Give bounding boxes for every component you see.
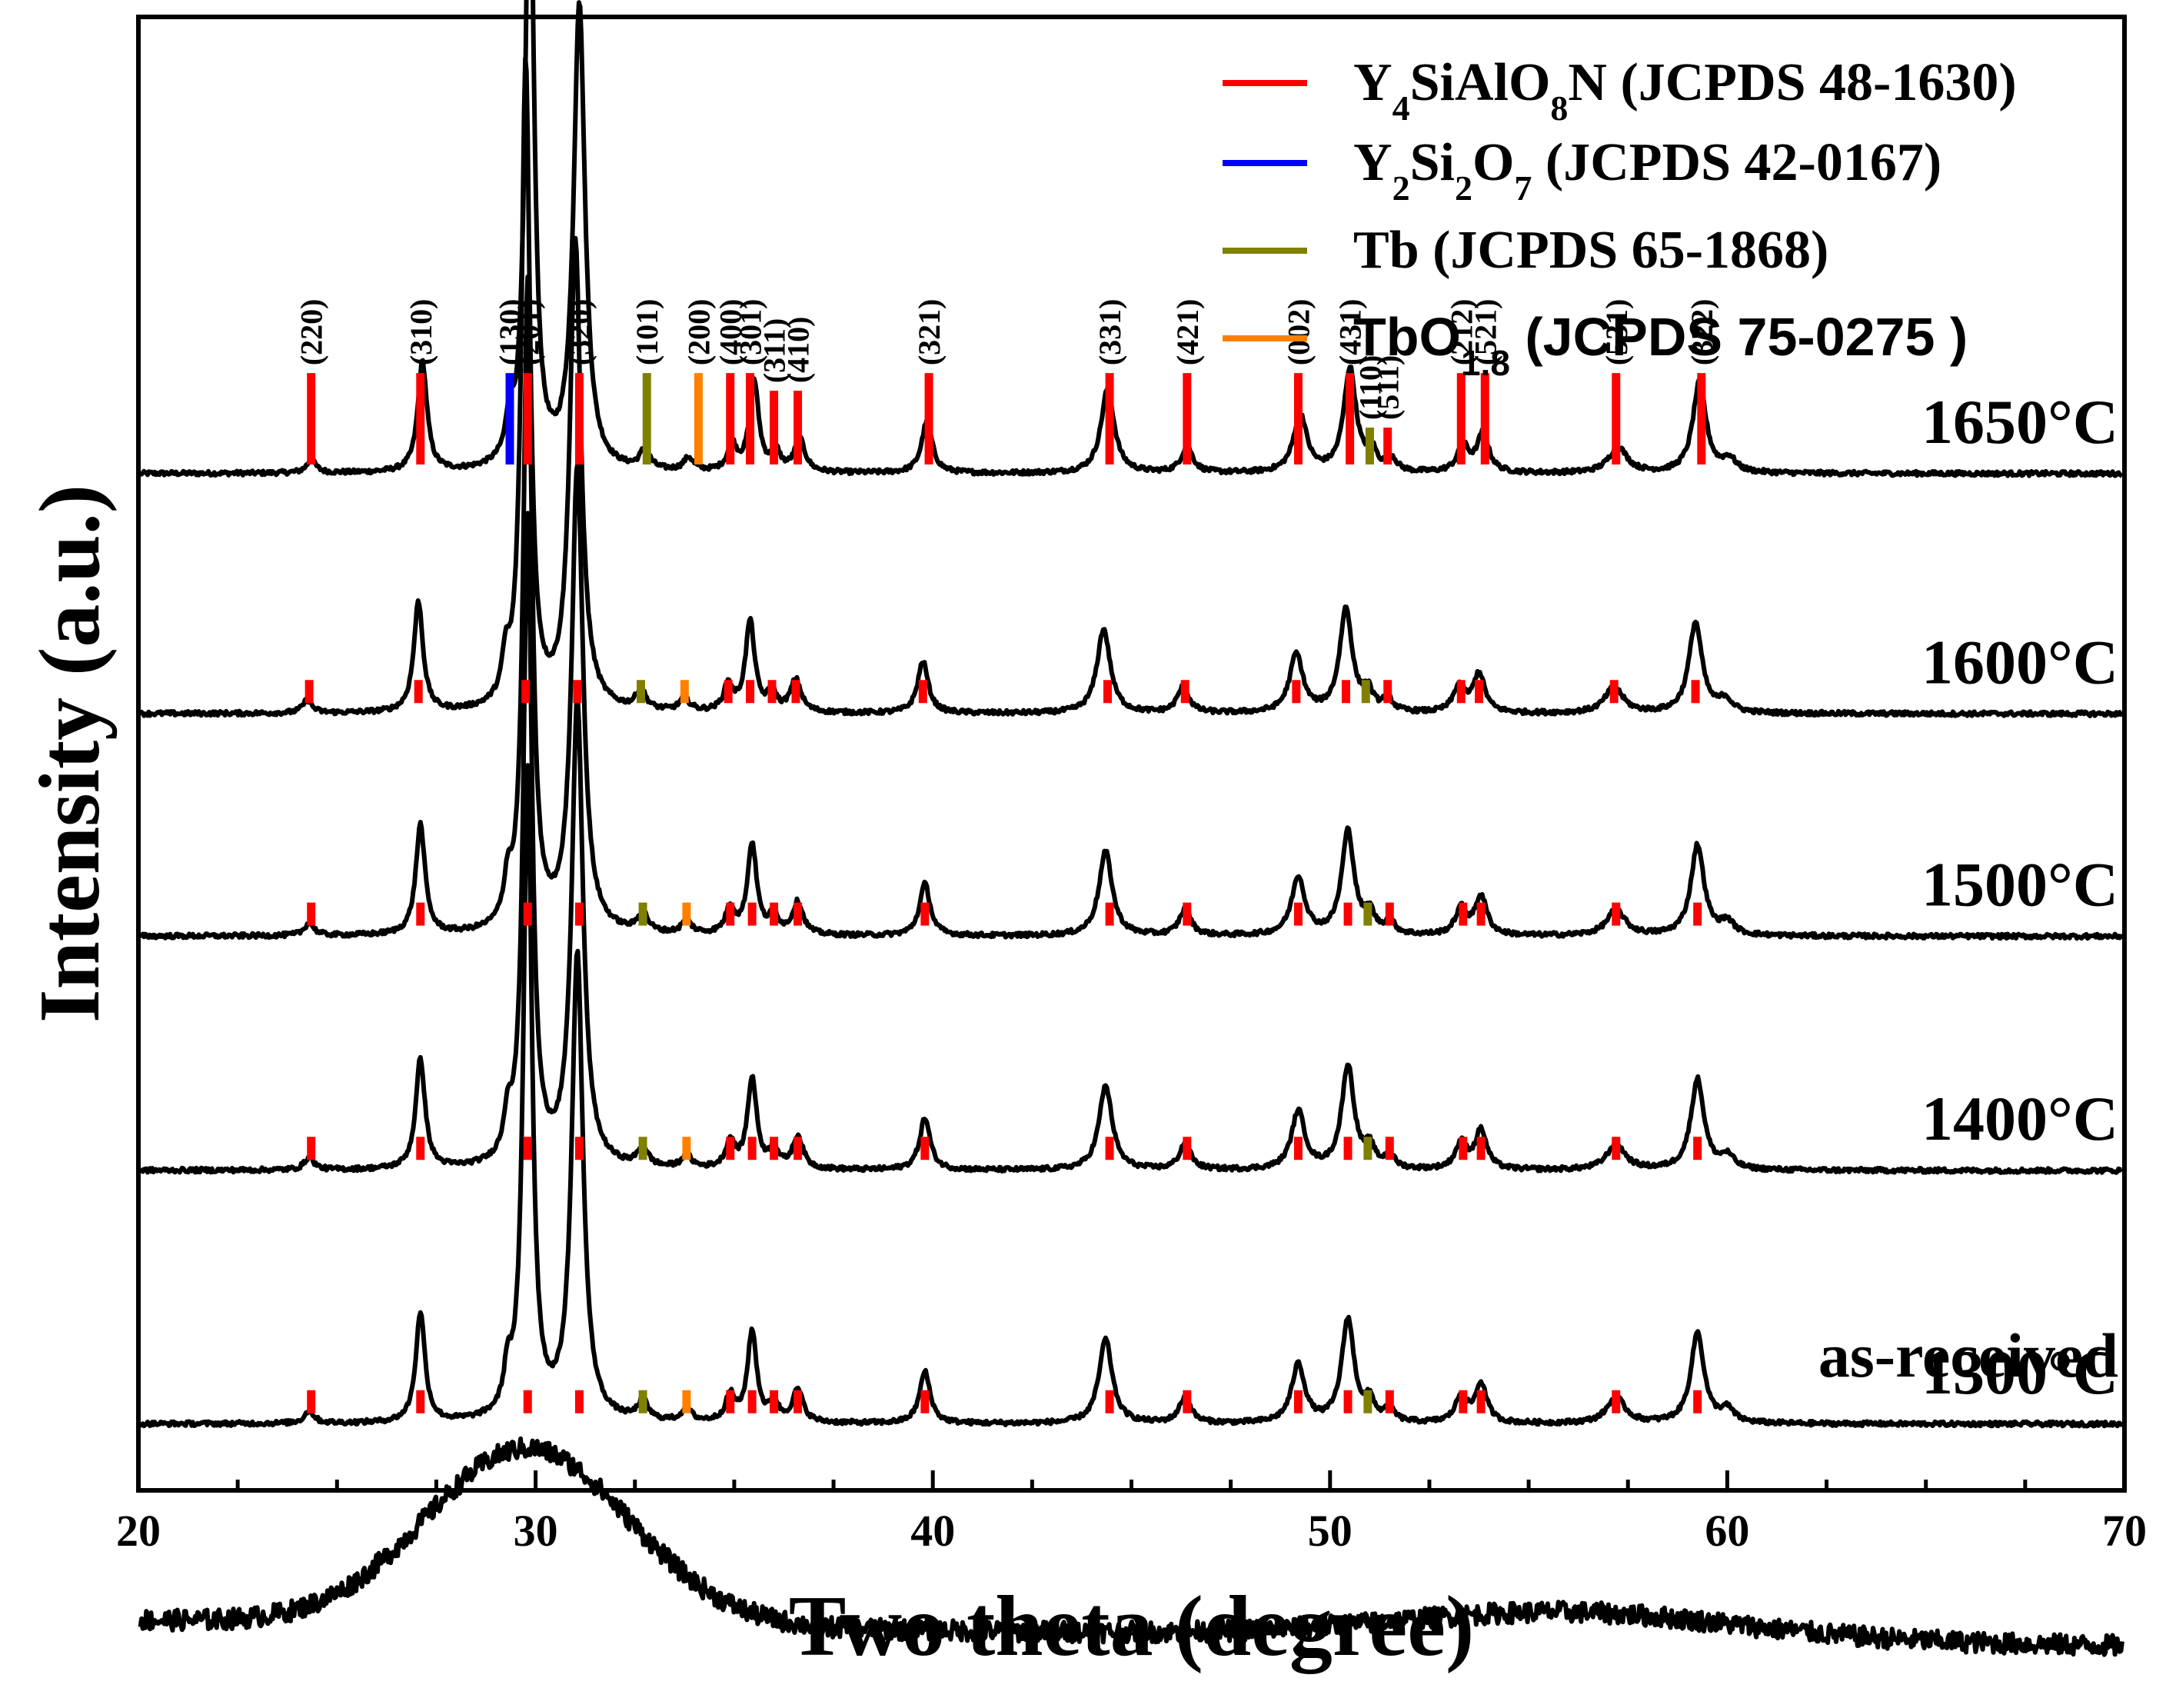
legend-entry: Y4SiAlO8N (JCPDS 48-1630) [1353, 53, 2017, 128]
legend-text-part: Si [1410, 133, 1455, 192]
legend-text-part: N (JCPDS 48-1630) [1568, 53, 2016, 112]
series-label: 1500°C [1921, 850, 2118, 920]
legend-text-part: Y [1353, 53, 1392, 112]
hkl-label: (110) [1353, 355, 1387, 420]
hkl-label: (220) [294, 299, 329, 366]
legend-text-part: (JCPDS 42-0167) [1532, 133, 1941, 192]
hkl-label: (301) [734, 299, 768, 366]
legend-text-part: 1.8 [1461, 343, 1510, 383]
series-label: 1650°C [1921, 387, 2118, 457]
legend: Y4SiAlO8N (JCPDS 48-1630)Y2Si2O7 (JCPDS … [1223, 53, 2017, 383]
hkl-label-layer: (220) (310) (130)(201) (320) (101) (200)(400)… [294, 299, 1719, 421]
hkl-label: (002) [1281, 299, 1316, 366]
hkl-label: (311) [757, 318, 792, 383]
series-label: 1600°C [1921, 627, 2118, 697]
hkl-label: (321) [912, 299, 947, 366]
xrd-trace-1300c [138, 763, 2124, 1429]
legend-text-part: 8 [1550, 88, 1568, 128]
x-axis-title: Two theta (degree) [789, 1579, 1475, 1674]
series-label: as-received [1818, 1320, 2118, 1390]
series-label: 1300°C [1921, 1337, 2118, 1407]
x-tick-label: 40 [910, 1506, 955, 1556]
hkl-label: (320) [562, 299, 597, 366]
series-label-layer: 1650°C 1600°C 1500°C 1400°C 1300°Cas-receive… [1818, 387, 2118, 1407]
legend-entry: Y2Si2O7 (JCPDS 42-0167) [1353, 133, 1941, 208]
hkl-label: (421) [1170, 299, 1205, 366]
legend-text-part: 4 [1392, 88, 1410, 128]
hkl-label: (521) [1468, 299, 1502, 366]
hkl-label: (212) [1444, 299, 1479, 366]
hkl-label: (331) [1093, 299, 1127, 366]
xrd-trace-1650c [138, 0, 2124, 478]
legend-text-part: TbO [1353, 307, 1461, 367]
hkl-label: (431) [1333, 299, 1368, 366]
hkl-label: (101) [630, 299, 664, 366]
legend-text-part: Tb (JCPDS 65-1868) [1353, 221, 1828, 280]
xrd-trace-1500c [139, 274, 2124, 941]
hkl-label: (322) [1685, 299, 1719, 366]
x-tick-label: 60 [1705, 1506, 1749, 1556]
legend-text-part: SiAlO [1410, 53, 1551, 112]
hkl-label: (511) [1371, 355, 1406, 420]
x-tick-label: 30 [514, 1506, 558, 1556]
hkl-label: (201) [511, 299, 545, 366]
trace-layer [138, 0, 2124, 1657]
hkl-label: (531) [1599, 299, 1634, 366]
hkl-label: (410) [781, 317, 816, 384]
x-tick-label: 20 [116, 1506, 161, 1556]
hkl-label: (310) [404, 299, 438, 366]
hkl-label: (130) [493, 299, 527, 366]
legend-text-part: (JCPDS 75-0275 ) [1510, 307, 1968, 367]
hkl-label: (400) [714, 299, 748, 366]
xrd-trace-1400c [139, 511, 2124, 1175]
legend-text-part: 2 [1455, 168, 1472, 208]
legend-text-part: 2 [1392, 168, 1410, 208]
xrd-trace-as-received [138, 1436, 2124, 1657]
x-tick-label: 50 [1308, 1506, 1353, 1556]
axis-tick-layer: 20 30 40 50 60 70 [116, 1470, 2147, 1556]
y-axis-title: Intensity (a.u.) [22, 484, 118, 1023]
legend-text-part: 7 [1514, 168, 1532, 208]
series-label: 1400°C [1921, 1084, 2118, 1154]
legend-text-part: Y [1353, 133, 1392, 192]
legend-text-part: O [1472, 133, 1514, 192]
hkl-label: (200) [681, 299, 716, 366]
xrd-trace-1600c [139, 55, 2124, 718]
reference-marker-layer [304, 373, 1706, 1413]
legend-entry: Tb (JCPDS 65-1868) [1353, 221, 1828, 280]
legend-entry: TbO1.8 (JCPDS 75-0275 ) [1353, 307, 1968, 383]
x-tick-label: 70 [2102, 1506, 2147, 1556]
